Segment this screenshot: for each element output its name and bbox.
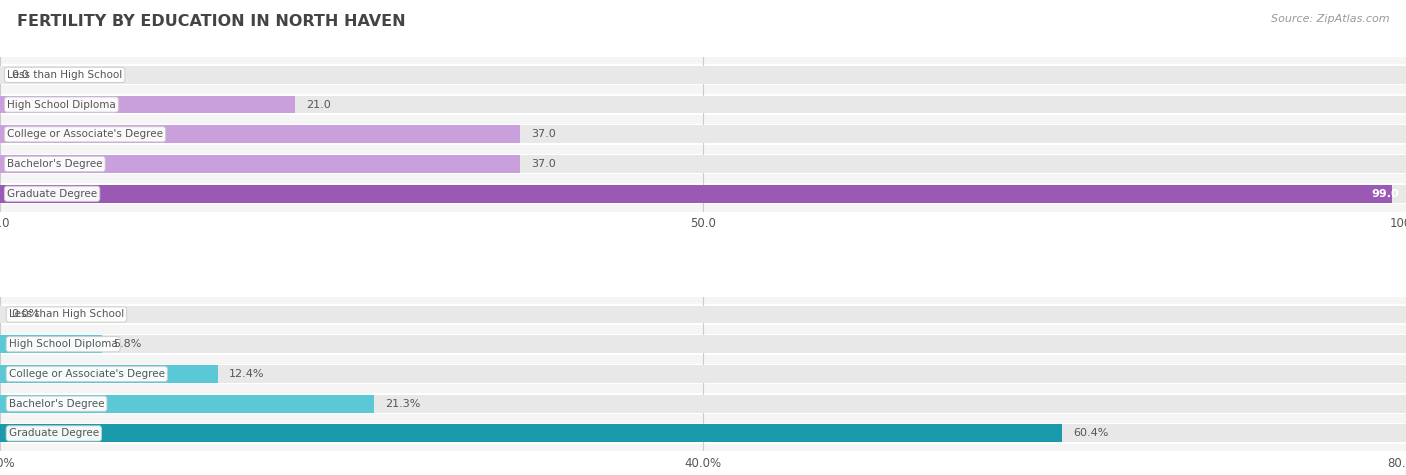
Bar: [0, 335, 1406, 353]
Bar: [0, 425, 1406, 442]
Bar: [0, 393, 1406, 414]
Text: College or Associate's Degree: College or Associate's Degree: [8, 369, 165, 379]
Text: 21.0: 21.0: [307, 100, 332, 110]
Text: 12.4%: 12.4%: [229, 369, 264, 379]
Text: Bachelor's Degree: Bachelor's Degree: [8, 399, 104, 408]
Bar: [0, 365, 1406, 383]
Text: High School Diploma: High School Diploma: [8, 339, 118, 349]
Text: FERTILITY BY EDUCATION IN NORTH HAVEN: FERTILITY BY EDUCATION IN NORTH HAVEN: [17, 14, 405, 29]
Bar: [0, 363, 1406, 384]
Text: 37.0: 37.0: [531, 159, 557, 169]
Text: 37.0: 37.0: [531, 129, 557, 139]
Bar: [0, 125, 1406, 143]
Bar: [0, 185, 1406, 203]
Bar: [0, 335, 101, 353]
Text: Bachelor's Degree: Bachelor's Degree: [7, 159, 103, 169]
Bar: [0, 153, 1406, 174]
Text: 5.8%: 5.8%: [112, 339, 142, 349]
Text: Source: ZipAtlas.com: Source: ZipAtlas.com: [1271, 14, 1389, 24]
Text: Graduate Degree: Graduate Degree: [8, 428, 98, 438]
Text: College or Associate's Degree: College or Associate's Degree: [7, 129, 163, 139]
Bar: [0, 95, 1406, 114]
Bar: [0, 425, 1062, 442]
Bar: [0, 94, 1406, 115]
Text: 21.3%: 21.3%: [385, 399, 420, 408]
Bar: [0, 183, 1406, 204]
Bar: [0, 125, 520, 143]
Bar: [0, 66, 1406, 84]
Text: 60.4%: 60.4%: [1073, 428, 1108, 438]
Bar: [0, 304, 1406, 325]
Bar: [0, 124, 1406, 145]
Bar: [0, 334, 1406, 355]
Bar: [0, 395, 1406, 413]
Text: Less than High School: Less than High School: [8, 310, 124, 320]
Text: High School Diploma: High School Diploma: [7, 100, 115, 110]
Bar: [0, 155, 520, 173]
Text: 0.0: 0.0: [11, 70, 30, 80]
Bar: [0, 305, 1406, 323]
Bar: [0, 65, 1406, 85]
Bar: [0, 423, 1406, 444]
Bar: [0, 95, 295, 114]
Text: Less than High School: Less than High School: [7, 70, 122, 80]
Bar: [0, 185, 1392, 203]
Text: Graduate Degree: Graduate Degree: [7, 189, 97, 199]
Bar: [0, 155, 1406, 173]
Text: 99.0: 99.0: [1371, 189, 1399, 199]
Bar: [0, 395, 374, 413]
Text: 0.0%: 0.0%: [11, 310, 39, 320]
Bar: [0, 365, 218, 383]
